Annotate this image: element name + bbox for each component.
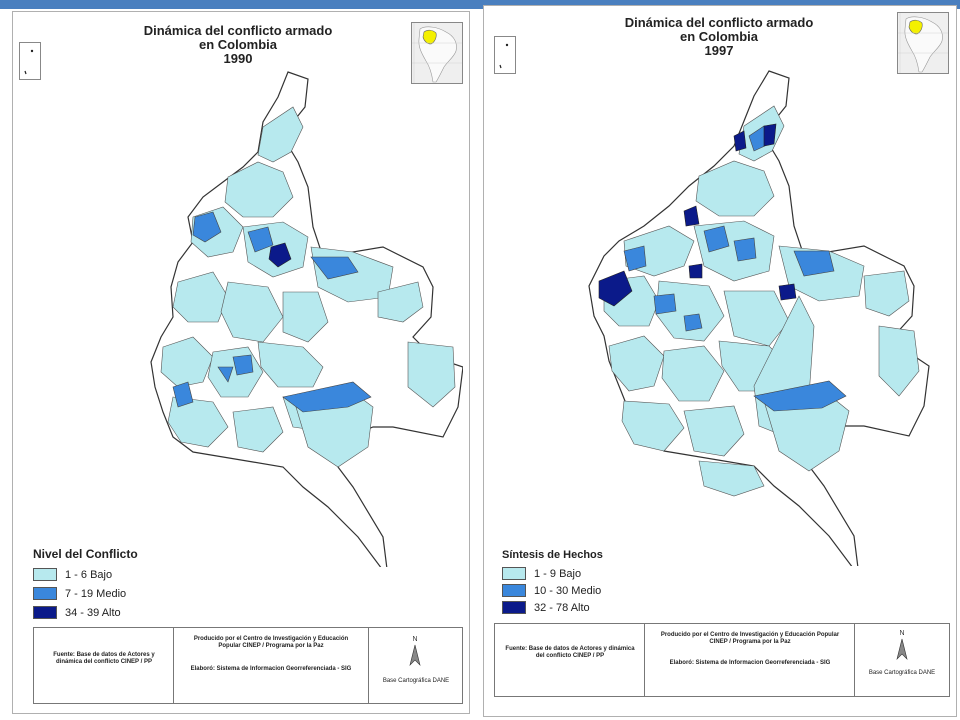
title-line-1: Dinámica del conflicto armado <box>624 15 814 30</box>
alto-regions <box>268 242 292 268</box>
source-text: Fuente: Base de datos de Actores y dinám… <box>505 646 635 659</box>
legend-item-medio: 7 - 19 Medio <box>33 584 138 603</box>
title-line-2: en Colombia <box>679 29 758 44</box>
title-line-3: 1997 <box>704 43 734 58</box>
islands-inset <box>19 42 41 80</box>
north-label: N <box>412 636 418 643</box>
elaboro-text: Elaboró: Sistema de Informacion Georrefe… <box>669 660 831 666</box>
map-svg-1990 <box>150 71 464 580</box>
legend-label: 1 - 9 Bajo <box>534 567 582 580</box>
legend-swatch <box>502 567 526 580</box>
legend-swatch <box>33 606 57 619</box>
legend-swatch <box>33 587 57 600</box>
base-cartografica-text: Base Cartográfica DANE <box>382 678 450 684</box>
legend-label: 10 - 30 Medio <box>534 584 602 597</box>
medio-regions <box>172 211 372 413</box>
legend-item-bajo: 1 - 9 Bajo <box>502 565 603 582</box>
title-line-1: Dinámica del conflicto armado <box>143 23 333 38</box>
legend-label: 34 - 39 Alto <box>65 606 121 619</box>
alto-regions <box>598 123 797 307</box>
source-text: Fuente: Base de datos de Actores y dinám… <box>53 652 155 665</box>
islands-inset <box>494 36 516 74</box>
legend-title: Síntesis de Hechos <box>502 549 603 561</box>
south-america-locator-inset <box>411 22 463 84</box>
footer-credits-cell: Producido por el Centro de Investigación… <box>174 628 369 703</box>
north-arrow-icon <box>896 638 908 660</box>
map-title: Dinámica del conflicto armado en Colombi… <box>604 16 834 58</box>
base-cartografica-text: Base Cartográfica DANE <box>868 670 936 676</box>
colombia-map-1990 <box>133 67 464 580</box>
footer-credits-cell: Producido por el Centro de Investigación… <box>645 624 855 696</box>
produced-by-text: Producido por el Centro de Investigación… <box>660 632 840 645</box>
legend-swatch <box>502 601 526 614</box>
map-panel-1997: Dinámica del conflicto armado en Colombi… <box>483 5 957 717</box>
legend-swatch <box>33 568 57 581</box>
north-arrow-icon <box>409 644 421 666</box>
legend-item-alto: 34 - 39 Alto <box>33 603 138 622</box>
elaboro-text: Elaboró: Sistema de Informacion Georrefe… <box>190 666 352 672</box>
header-bar <box>0 0 960 9</box>
footer-north-cell: N Base Cartográfica DANE <box>855 624 949 696</box>
footer-north-cell: N Base Cartográfica DANE <box>369 628 462 703</box>
legend-item-alto: 32 - 78 Alto <box>502 599 603 616</box>
legend-label: 1 - 6 Bajo <box>65 568 113 581</box>
footer-source-cell: Fuente: Base de datos de Actores y dinám… <box>495 624 645 696</box>
legend-label: 7 - 19 Medio <box>65 587 127 600</box>
medio-regions <box>623 125 847 412</box>
title-line-2: en Colombia <box>198 37 277 52</box>
map-footer: Fuente: Base de datos de Actores y dinám… <box>494 623 950 697</box>
map-title: Dinámica del conflicto armado en Colombi… <box>123 24 353 66</box>
north-arrow: N <box>892 630 912 665</box>
legend-title: Nivel del Conflicto <box>33 547 138 561</box>
legend: Nivel del Conflicto 1 - 6 Bajo 7 - 19 Me… <box>33 547 138 622</box>
legend-item-medio: 10 - 30 Medio <box>502 582 603 599</box>
legend-item-bajo: 1 - 6 Bajo <box>33 565 138 584</box>
map-svg-1997 <box>588 70 930 579</box>
legend: Síntesis de Hechos 1 - 9 Bajo 10 - 30 Me… <box>502 549 603 616</box>
south-america-locator-inset <box>897 12 949 74</box>
title-line-3: 1990 <box>223 51 253 66</box>
map-panel-1990: Dinámica del conflicto armado en Colombi… <box>12 11 470 714</box>
colombia-map-1997 <box>584 66 934 579</box>
legend-swatch <box>502 584 526 597</box>
north-arrow: N <box>405 636 425 671</box>
legend-label: 32 - 78 Alto <box>534 601 590 614</box>
map-footer: Fuente: Base de datos de Actores y dinám… <box>33 627 463 704</box>
footer-source-cell: Fuente: Base de datos de Actores y dinám… <box>34 628 174 703</box>
produced-by-text: Producido por el Centro de Investigación… <box>193 636 349 649</box>
north-label: N <box>899 630 905 637</box>
